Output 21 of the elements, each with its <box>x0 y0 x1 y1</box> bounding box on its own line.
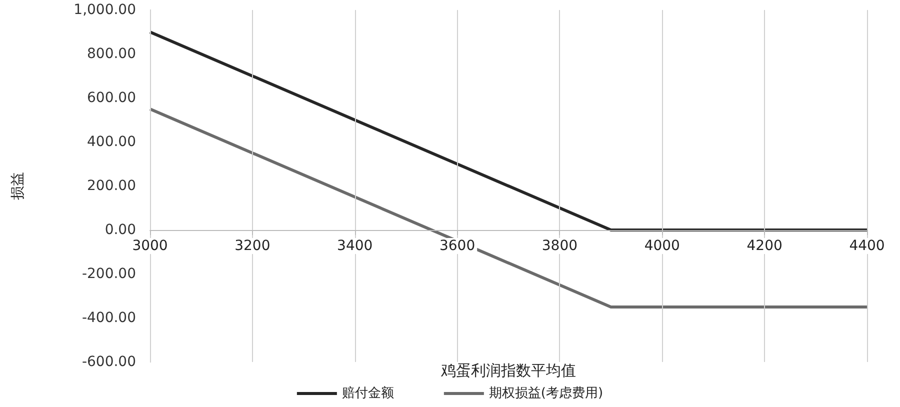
y-tick-label: 400.00 <box>87 134 136 150</box>
y-axis-title: 损益 <box>10 172 26 200</box>
x-tick-label: 4000 <box>644 238 680 254</box>
y-tick-label: 0.00 <box>104 222 136 238</box>
x-axis-title: 鸡蛋利润指数平均值 <box>440 362 576 380</box>
y-tick-label: 200.00 <box>87 178 136 194</box>
x-tick-label: 3800 <box>542 238 578 254</box>
legend-label: 期权损益(考虑费用) <box>488 386 604 401</box>
x-tick-label: 4200 <box>746 238 782 254</box>
x-tick-label: 3200 <box>234 238 270 254</box>
x-tick-label: 4400 <box>849 238 885 254</box>
y-tick-label: 600.00 <box>87 90 136 106</box>
y-tick-label: 800.00 <box>87 46 136 62</box>
x-tick-label: 3600 <box>439 238 476 254</box>
y-tick-label: -400.00 <box>82 310 136 326</box>
x-tick-label: 3400 <box>337 238 373 254</box>
legend-label: 赔付金额 <box>342 386 394 401</box>
x-tick-label: 3000 <box>132 238 168 254</box>
y-tick-label: 1,000.00 <box>74 2 136 18</box>
y-tick-label: -600.00 <box>82 354 136 370</box>
y-tick-label: -200.00 <box>82 266 136 282</box>
